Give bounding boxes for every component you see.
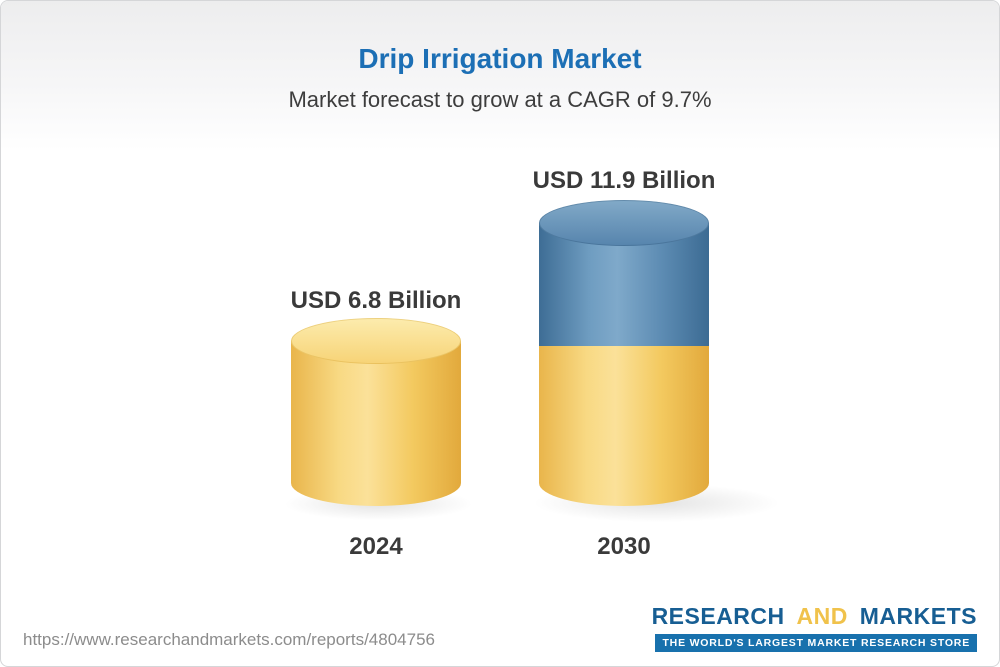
logo-word-markets: MARKETS bbox=[859, 603, 977, 629]
bar-2024-cylinder-body bbox=[291, 341, 461, 506]
header-background bbox=[1, 1, 999, 151]
logo-word-research: RESEARCH bbox=[651, 603, 785, 629]
bar-2024-cylinder-top bbox=[291, 318, 461, 364]
logo-word-and: AND bbox=[796, 603, 848, 629]
chart-title: Drip Irrigation Market bbox=[358, 43, 642, 74]
bar-2024-value-label: USD 6.8 Billion bbox=[290, 287, 462, 314]
research-and-markets-logo: RESEARCH AND MARKETS THE WORLD'S LARGEST… bbox=[652, 603, 977, 652]
report-url: https://www.researchandmarkets.com/repor… bbox=[23, 630, 435, 649]
x-axis-label-2024: 2024 bbox=[349, 533, 403, 560]
chart-subtitle: Market forecast to grow at a CAGR of 9.7… bbox=[288, 87, 712, 112]
bar-2030-base-segment bbox=[539, 346, 709, 506]
x-axis-label-2030: 2030 bbox=[597, 533, 651, 560]
logo-wordmark: RESEARCH AND MARKETS bbox=[652, 603, 977, 630]
logo-tagline: THE WORLD'S LARGEST MARKET RESEARCH STOR… bbox=[655, 634, 977, 652]
bar-2030-cylinder-top bbox=[539, 200, 709, 246]
bar-2030-value-label: USD 11.9 Billion bbox=[532, 167, 716, 194]
